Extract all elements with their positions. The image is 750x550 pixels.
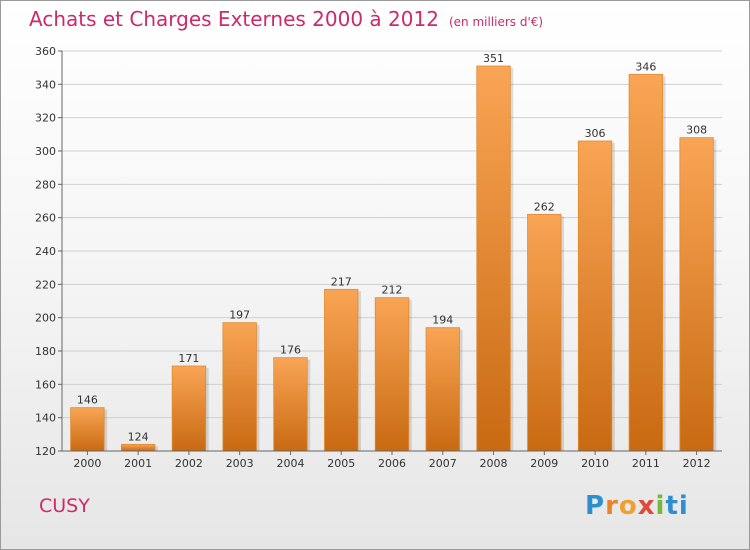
x-tick-label: 2006 xyxy=(378,457,406,470)
x-tick-label: 2001 xyxy=(124,457,152,470)
x-tick-label: 2004 xyxy=(276,457,304,470)
bar xyxy=(628,73,663,452)
y-tick-label: 180 xyxy=(35,345,56,358)
logo-letter: i xyxy=(678,491,689,521)
data-label: 171 xyxy=(178,352,199,365)
chart-subtitle: (en milliers d'€) xyxy=(448,15,544,29)
data-label: 346 xyxy=(635,60,656,73)
logo-letter: P xyxy=(585,491,606,521)
data-label: 176 xyxy=(280,344,301,357)
chart-title: Achats et Charges Externes 2000 à 2012 (e… xyxy=(29,7,544,31)
x-tick-label: 2000 xyxy=(73,457,101,470)
bar xyxy=(679,137,714,452)
y-tick-label: 360 xyxy=(35,45,56,58)
x-tick-label: 2005 xyxy=(327,457,355,470)
bar xyxy=(324,288,359,452)
y-tick-label: 160 xyxy=(35,378,56,391)
x-tick-label: 2003 xyxy=(226,457,254,470)
logo-letter: x xyxy=(637,491,656,521)
bar xyxy=(374,297,410,452)
y-tick-label: 320 xyxy=(35,112,56,125)
logo-letter: r xyxy=(605,491,619,521)
commune-name: CUSY xyxy=(39,495,90,517)
proxiti-logo: Proxiti xyxy=(585,491,689,521)
bar xyxy=(476,65,511,452)
data-label: 351 xyxy=(483,52,504,65)
bar xyxy=(70,407,105,452)
data-label: 262 xyxy=(534,200,555,213)
bar xyxy=(121,443,156,452)
data-label: 217 xyxy=(331,275,352,288)
data-label: 146 xyxy=(77,394,98,407)
bar xyxy=(171,365,207,452)
x-tick-label: 2009 xyxy=(530,457,558,470)
data-label: 212 xyxy=(382,284,403,297)
x-tick-label: 2012 xyxy=(683,457,711,470)
y-tick-label: 140 xyxy=(35,412,56,425)
y-tick-label: 300 xyxy=(35,145,56,158)
y-tick-label: 260 xyxy=(35,212,56,225)
data-label: 124 xyxy=(128,430,149,443)
data-label: 306 xyxy=(585,127,606,140)
y-tick-label: 280 xyxy=(35,178,56,191)
bar xyxy=(527,213,562,452)
y-tick-label: 200 xyxy=(35,312,56,325)
y-tick-label: 220 xyxy=(35,278,56,291)
logo-letter: o xyxy=(618,491,638,521)
y-tick-label: 120 xyxy=(35,445,56,458)
y-tick-label: 340 xyxy=(35,78,56,91)
data-label: 197 xyxy=(229,309,250,322)
y-tick-label: 240 xyxy=(35,245,56,258)
x-tick-label: 2002 xyxy=(175,457,203,470)
x-tick-label: 2008 xyxy=(480,457,508,470)
data-label: 308 xyxy=(686,124,707,137)
x-tick-label: 2007 xyxy=(429,457,457,470)
x-tick-label: 2010 xyxy=(581,457,609,470)
bar xyxy=(425,327,460,452)
data-label: 194 xyxy=(432,314,453,327)
bar xyxy=(577,140,613,452)
logo-letter: i xyxy=(655,491,666,521)
x-tick-label: 2011 xyxy=(632,457,660,470)
logo-letter: t xyxy=(665,491,679,521)
bar xyxy=(222,322,257,452)
bar xyxy=(273,357,308,452)
